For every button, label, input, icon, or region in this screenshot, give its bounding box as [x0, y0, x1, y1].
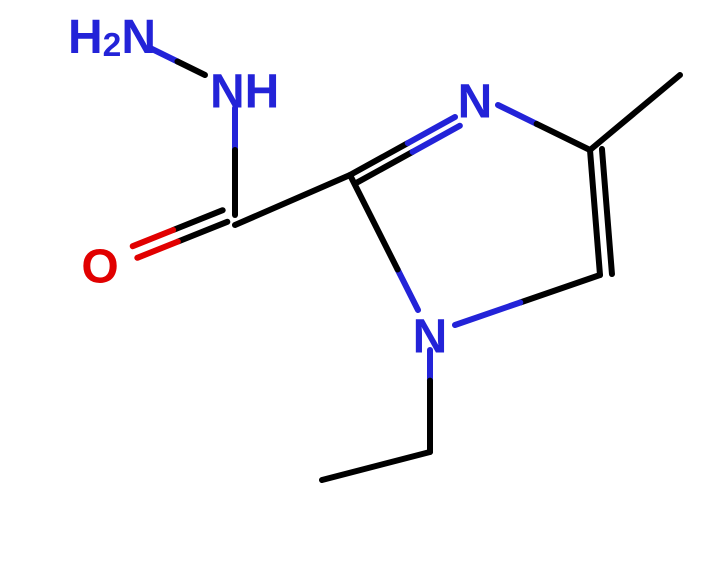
- atom-label-n_bot: N: [413, 311, 448, 364]
- atom-label-n_top: N: [458, 76, 493, 129]
- molecule-diagram: H2N NH O N N: [0, 0, 712, 561]
- atom-label-nh: NH: [210, 66, 279, 119]
- atom-label-nh2: H2N: [68, 11, 156, 64]
- atom-label-o: O: [81, 241, 118, 294]
